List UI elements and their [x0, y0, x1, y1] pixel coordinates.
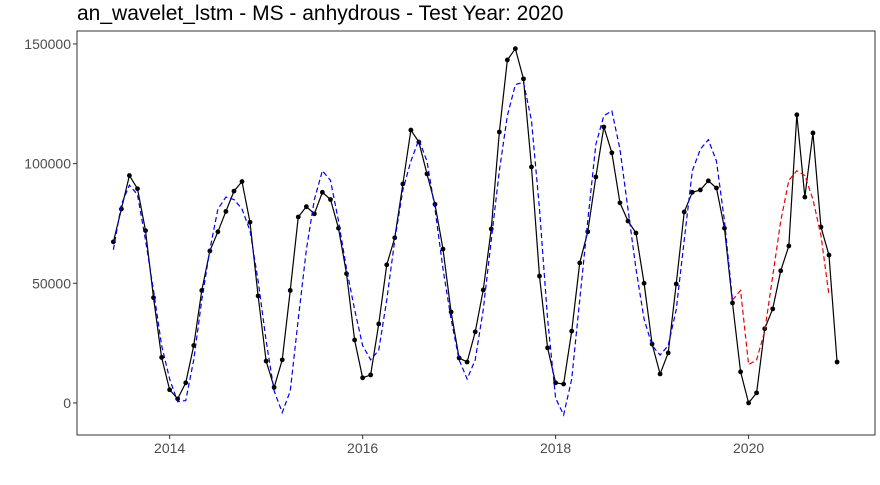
data-point — [826, 252, 832, 258]
data-point — [215, 229, 221, 235]
data-point — [504, 57, 510, 63]
data-point — [496, 129, 502, 135]
data-point — [673, 281, 679, 287]
y-tick-label: 100000 — [24, 156, 71, 172]
data-point — [633, 230, 639, 236]
data-point — [657, 371, 663, 377]
data-point — [714, 185, 719, 191]
data-point — [529, 164, 534, 170]
data-point — [159, 355, 165, 360]
data-point — [295, 214, 301, 220]
data-point — [810, 130, 816, 136]
data-point — [697, 187, 703, 193]
data-point — [665, 350, 671, 356]
data-point — [456, 355, 462, 361]
data-point — [553, 380, 559, 386]
data-point — [287, 288, 293, 293]
y-tick-label: 50000 — [32, 275, 71, 291]
data-point — [746, 400, 751, 406]
data-point — [328, 197, 333, 202]
data-point — [271, 384, 277, 390]
data-point — [239, 179, 245, 184]
data-point — [689, 189, 695, 195]
y-tick-label: 0 — [63, 395, 71, 411]
data-point — [786, 243, 792, 249]
data-point — [167, 387, 173, 393]
data-point — [448, 309, 454, 315]
data-point — [561, 381, 567, 387]
data-point — [303, 204, 309, 210]
x-tick-label: 2018 — [540, 440, 571, 456]
data-point — [263, 358, 269, 364]
data-point — [464, 359, 470, 365]
data-point — [641, 280, 647, 286]
data-point — [512, 46, 518, 52]
data-point — [521, 76, 526, 82]
data-point — [135, 186, 140, 192]
data-point — [143, 228, 148, 234]
x-tick-label: 2020 — [733, 440, 764, 456]
chart-title: an_wavelet_lstm - MS - anhydrous - Test … — [77, 2, 563, 25]
data-point — [352, 337, 358, 343]
data-point — [537, 273, 542, 279]
data-point — [424, 171, 430, 177]
data-point — [400, 181, 406, 187]
data-point — [730, 300, 735, 306]
x-tick-label: 2014 — [154, 440, 185, 456]
data-point — [368, 372, 374, 378]
data-point — [681, 209, 687, 215]
data-point — [223, 209, 229, 214]
data-point — [577, 260, 583, 266]
data-point — [834, 359, 840, 365]
data-point — [802, 194, 808, 200]
series-line — [112, 81, 734, 417]
data-point — [545, 345, 550, 351]
data-point — [569, 328, 575, 334]
data-point — [360, 375, 366, 381]
data-point — [593, 174, 599, 180]
data-point — [794, 112, 800, 118]
data-point — [770, 306, 776, 312]
data-point — [247, 219, 253, 225]
data-point — [126, 173, 132, 178]
data-point — [255, 293, 261, 299]
data-point — [472, 329, 478, 335]
data-point — [311, 211, 317, 217]
data-point — [376, 321, 382, 327]
data-point — [279, 357, 285, 363]
data-point — [183, 380, 189, 386]
data-point — [738, 369, 743, 375]
data-point — [754, 390, 760, 396]
x-tick-label: 2016 — [347, 440, 378, 456]
data-point — [384, 262, 390, 268]
data-point — [778, 268, 784, 274]
data-point — [319, 189, 325, 195]
data-point — [231, 188, 237, 194]
data-point — [440, 246, 446, 252]
data-point — [480, 287, 486, 293]
data-point — [601, 124, 607, 130]
panel-border — [76, 30, 876, 436]
data-point — [617, 200, 623, 206]
data-point — [705, 178, 711, 184]
data-point — [408, 127, 414, 133]
data-point — [609, 150, 615, 156]
y-tick-label: 150000 — [24, 36, 71, 52]
